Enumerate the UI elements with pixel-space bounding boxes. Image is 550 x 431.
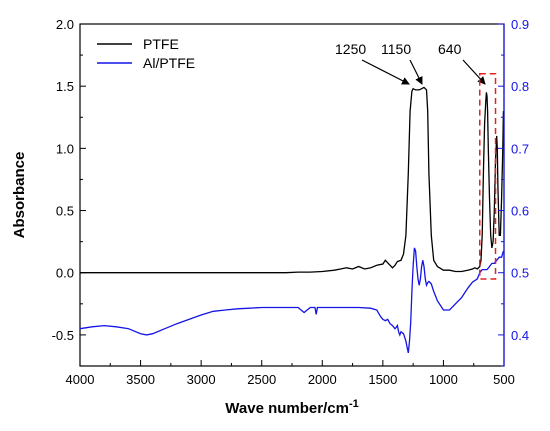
annotation-1250: 1250 [335, 41, 366, 57]
y-right-tick-label-0.5: 0.5 [511, 266, 529, 281]
x-tick-label-1500: 1500 [368, 372, 397, 387]
y-axis-right: 0.4 0.5 0.6 0.7 0.8 0.9 [498, 17, 529, 367]
y-left-tick-label-1.0: 1.0 [56, 141, 74, 156]
x-axis-title-sup: -1 [349, 398, 359, 410]
x-tick-label-2500: 2500 [247, 372, 276, 387]
x-tick-label-2000: 2000 [308, 372, 337, 387]
y-right-tick-label-0.8: 0.8 [511, 79, 529, 94]
x-tick-label-1000: 1000 [429, 372, 458, 387]
y-left-tick-label-1.5: 1.5 [56, 79, 74, 94]
y-axis-title: Absorbance [11, 152, 28, 239]
annotation-arrow-1150 [409, 59, 423, 85]
annotation-arrow-1250 [361, 59, 410, 85]
y-left-tick-label-0.0: 0.0 [56, 266, 74, 281]
y-left-tick-label-2.0: 2.0 [56, 17, 74, 32]
annotation-1150: 1150 [381, 41, 411, 57]
y-right-tick-label-0.9: 0.9 [511, 17, 529, 32]
x-tick-label-3000: 3000 [187, 372, 216, 387]
y-left-tick-label-0.5: 0.5 [56, 204, 74, 219]
y-axis-left: -0.5 0.0 0.5 1.0 1.5 2.0 [52, 17, 86, 367]
series-line-ptfe [80, 86, 505, 274]
series-line-al-ptfe [79, 247, 505, 354]
annotation-640: 640 [438, 41, 462, 57]
y-left-tick-label--0.5: -0.5 [52, 328, 74, 343]
legend-label-ptfe: PTFE [143, 36, 179, 52]
series-layer [79, 86, 505, 354]
x-tick-label-500: 500 [493, 372, 515, 387]
y-right-tick-label-0.4: 0.4 [511, 328, 529, 343]
annotations: 1250 1150 640 [335, 41, 486, 85]
annotation-arrow-640 [462, 59, 486, 85]
plot-frame [79, 23, 505, 367]
x-axis-title: Wave number/cm-1 [225, 398, 358, 417]
legend: PTFE Al/PTFE [97, 36, 195, 71]
y-right-tick-label-0.6: 0.6 [511, 204, 529, 219]
legend-label-al-ptfe: Al/PTFE [143, 55, 195, 71]
x-tick-label-4000: 4000 [66, 372, 95, 387]
x-axis: 4000 3500 3000 2500 2000 1500 1000 500 [66, 360, 515, 387]
x-axis-title-base: Wave number/cm [225, 400, 349, 417]
x-tick-label-3500: 3500 [126, 372, 155, 387]
y-right-tick-label-0.7: 0.7 [511, 141, 529, 156]
